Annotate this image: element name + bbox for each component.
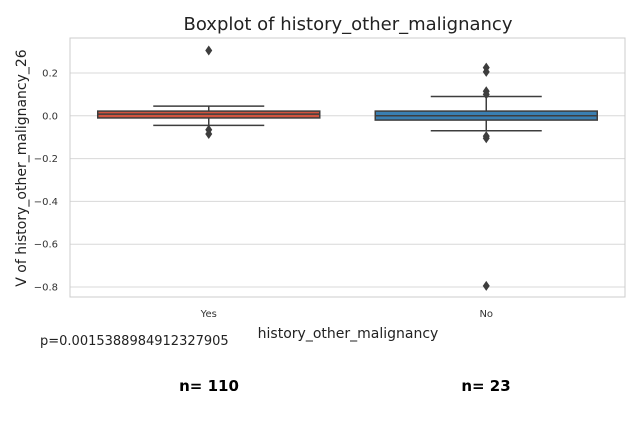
y-tick-label: −0.8 [34,283,58,294]
y-tick-label: 0.0 [42,111,58,122]
x-tick-labels: Yes No [200,309,493,320]
outlier-point [482,280,490,291]
outlier-point [205,45,213,56]
plot-frame [69,37,626,298]
y-tick-label: 0.2 [42,69,58,80]
chart-title: Boxplot of history_other_malignancy [183,14,512,35]
outlier-point [482,89,490,100]
y-axis-label: V of history_other_malignancy_26 [14,49,30,287]
y-tick-label: −0.4 [34,197,58,208]
y-tick-label: −0.6 [34,240,58,251]
x-tick-label: No [479,309,493,320]
x-tick-label: Yes [200,309,217,320]
count-yes: n= 110 [179,377,239,395]
box-group [97,45,598,291]
box-no [374,62,598,291]
outlier-point [482,66,490,77]
outlier-point [205,128,213,139]
box-yes [97,45,321,139]
p-value-text: p=0.0015388984912327905 [40,334,229,349]
outlier-point [482,133,490,144]
y-tick-labels: 0.2 0.0 −0.2 −0.4 −0.6 −0.8 [34,69,58,294]
count-no: n= 23 [461,377,511,395]
gridlines [70,72,625,288]
y-tick-label: −0.2 [34,154,58,165]
x-axis-label: history_other_malignancy [258,326,439,342]
